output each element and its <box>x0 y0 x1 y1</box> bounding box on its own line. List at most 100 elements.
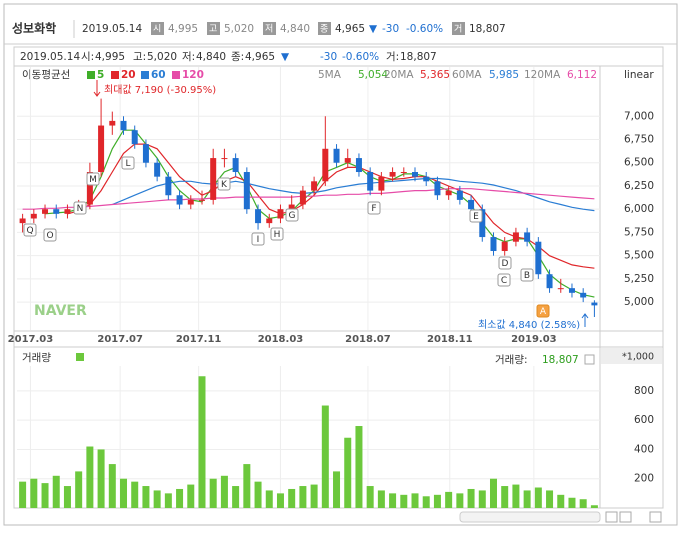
marker-label: I <box>257 235 260 245</box>
x-tick-label: 2017.11 <box>176 334 222 345</box>
ma-label: 20MA <box>384 69 414 81</box>
volume-bar <box>411 493 419 508</box>
candle-body <box>176 195 183 205</box>
candle-body <box>378 176 385 191</box>
scrollbar[interactable] <box>459 511 601 523</box>
candle-body <box>367 172 374 191</box>
legend-label: 5 <box>97 69 104 81</box>
close-button[interactable] <box>584 354 595 365</box>
volume-bar <box>546 490 554 508</box>
volume-bar <box>86 446 94 508</box>
candle-body <box>311 181 318 191</box>
marker-label: N <box>77 204 84 214</box>
marker-label: O <box>46 231 53 241</box>
candle-body <box>389 172 396 177</box>
marker-label: Q <box>26 226 33 236</box>
volume-bar <box>164 493 172 508</box>
ma-label: 5MA <box>318 69 342 81</box>
close: 4,965 <box>335 23 365 35</box>
y-tick-label: 400 <box>634 443 654 455</box>
candle-body <box>456 190 463 200</box>
marker-label: F <box>371 204 376 214</box>
volume-bar <box>243 464 251 508</box>
icon: 종 <box>320 24 328 35</box>
volume-bar <box>389 493 397 508</box>
volume-bar <box>590 505 598 508</box>
marker-label: H <box>274 230 281 240</box>
min-arrow <box>581 313 589 327</box>
legend-swatch <box>87 71 95 79</box>
ma-value: 5,365 <box>420 69 450 81</box>
ma-line <box>112 177 595 212</box>
volume-bar <box>344 437 352 508</box>
volume-bar <box>97 449 105 508</box>
change: -30 <box>382 23 399 35</box>
volume-bar <box>489 478 497 508</box>
candle-body <box>198 199 205 201</box>
volume-bar <box>534 487 542 508</box>
marker-box <box>285 208 299 222</box>
reset[interactable] <box>649 511 662 523</box>
x-tick-label: 2018.03 <box>258 334 304 345</box>
candle-body <box>53 209 60 214</box>
legend-swatch <box>111 71 119 79</box>
y-tick-label: 6,000 <box>624 203 654 215</box>
candle-body <box>266 218 273 224</box>
volume-bar <box>501 486 509 508</box>
marker-box <box>270 227 284 241</box>
candle-body <box>30 213 37 219</box>
volume-bar <box>176 488 184 508</box>
volume-bar <box>310 484 318 508</box>
candle-body <box>120 120 127 131</box>
change-pct: -0.60% <box>406 23 443 35</box>
volume-bar <box>299 486 307 508</box>
y-tick-label: 5,250 <box>624 273 654 285</box>
info-pct: -0.60% <box>342 51 379 63</box>
marker-box <box>497 273 511 287</box>
volume-current: 18,807 <box>542 354 579 366</box>
legend-label: 120 <box>182 69 204 81</box>
volume-bar <box>422 496 430 508</box>
marker-label: D <box>502 259 509 269</box>
info-high: 5,020 <box>147 51 177 63</box>
info-close: 4,965 <box>245 51 275 63</box>
info-open: 4,995 <box>95 51 125 63</box>
volume-bar <box>30 478 38 508</box>
ma-value: 5,054 <box>358 69 388 81</box>
volume-bar <box>41 483 49 508</box>
volume-bar <box>265 490 273 508</box>
candle-body <box>243 172 250 210</box>
zoom-in[interactable] <box>605 511 618 523</box>
scale: linear <box>624 69 654 81</box>
icon: 고 <box>209 25 217 35</box>
volume-current-label: 거래량: <box>495 354 528 366</box>
y-tick-label: 6,500 <box>624 157 654 169</box>
volume-bar <box>120 478 128 508</box>
x-tick-label: 2018.11 <box>427 334 473 345</box>
marker-box <box>86 172 100 186</box>
candle-body <box>512 232 519 242</box>
marker-box <box>367 201 381 215</box>
low: 4,840 <box>280 23 310 35</box>
y-tick-label: 5,000 <box>624 296 654 308</box>
info-close-label: 종: <box>231 51 244 63</box>
y-tick-label: 5,750 <box>624 226 654 238</box>
volume-bar <box>445 491 453 508</box>
marker-box <box>498 256 512 270</box>
candle-body <box>154 162 161 177</box>
candle-body <box>333 148 340 163</box>
open: 4,995 <box>168 23 198 35</box>
marker-box <box>536 304 550 318</box>
candle-body <box>277 209 284 219</box>
x-tick-label: 2018.07 <box>345 334 391 345</box>
info-open-label: 시: <box>81 51 94 63</box>
zoom-out[interactable] <box>619 511 632 523</box>
y-tick-label: 200 <box>634 473 654 485</box>
frame <box>3 3 678 526</box>
volume-legend-box <box>76 353 84 361</box>
max-arrow <box>93 80 101 97</box>
volume-bar <box>198 376 206 508</box>
candle-body <box>19 218 26 224</box>
stock-name: 성보화학 <box>12 21 56 36</box>
